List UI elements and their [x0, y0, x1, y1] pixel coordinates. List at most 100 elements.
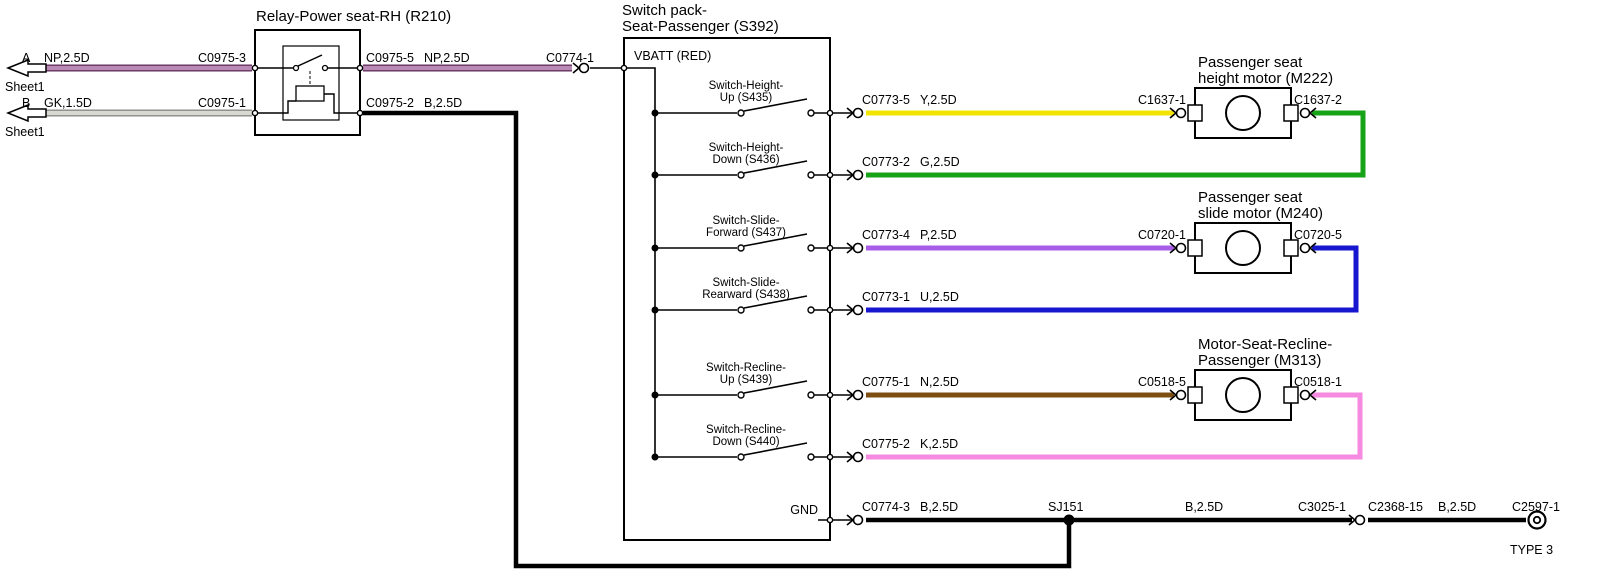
relay-lever: [297, 54, 323, 67]
switch-label-s436-2: Down (S436): [712, 154, 779, 166]
relay-terminal-c0975-2: [356, 109, 364, 117]
bus-dot-4: [651, 306, 659, 314]
offpage-a-sheet: Sheet1: [5, 80, 45, 94]
label-c0775-2: C0775-2: [862, 437, 910, 451]
bus-dot-6: [651, 453, 659, 461]
label-c2368-15: C2368-15: [1368, 500, 1423, 514]
switch-pack-title-2: Seat-Passenger (S392): [622, 18, 779, 35]
relay-coil: [295, 85, 325, 102]
label-p-wire: P,2.5D: [920, 228, 957, 242]
label-c1637-2: C1637-2: [1294, 93, 1342, 107]
gnd-label: GND: [790, 503, 818, 517]
wire-black-relay-to-sj151: [363, 110, 1072, 569]
box-terminal-vbatt: [620, 64, 628, 72]
relay-terminal-c0975-5: [356, 64, 364, 72]
switch-label-s437-1: Switch-Slide-: [712, 215, 779, 227]
motor-m313-title-1: Motor-Seat-Recline-: [1198, 336, 1332, 353]
offpage-b-sheet: Sheet1: [5, 125, 45, 139]
wire-green: [866, 110, 1366, 178]
label-c1637-1: C1637-1: [1138, 93, 1186, 107]
offpage-a-pin: A: [22, 51, 31, 65]
switch-label-s440-2: Down (S440): [712, 436, 779, 448]
box-terminal-row-5: [826, 391, 834, 399]
box-terminal-row-1: [826, 109, 834, 117]
motor-m313-symbol: [1187, 369, 1299, 421]
box-terminal-row-2: [826, 171, 834, 179]
label-c0518-5: C0518-5: [1138, 375, 1186, 389]
vbatt-label: VBATT (RED): [634, 49, 711, 63]
switch-label-s438-1: Switch-Slide-: [712, 277, 779, 289]
relay-terminal-c0975-3: [251, 64, 259, 72]
wire-blue: [866, 245, 1359, 313]
label-u-wire: U,2.5D: [920, 290, 959, 304]
relay-out-wire-bottom: B,2.5D: [424, 96, 462, 110]
relay-out-conn-top: C0975-5: [366, 51, 414, 65]
label-y-wire: Y,2.5D: [920, 93, 957, 107]
motor-m240-symbol: [1187, 222, 1299, 274]
label-n-wire: N,2.5D: [920, 375, 959, 389]
label-c2597-1: C2597-1: [1512, 500, 1560, 514]
relay-inner-box: [282, 45, 340, 121]
label-c0720-5: C0720-5: [1294, 228, 1342, 242]
label-c0773-1: C0773-1: [862, 290, 910, 304]
motor-m222-symbol: [1187, 87, 1299, 139]
switch-label-s436-1: Switch-Height-: [709, 142, 784, 154]
relay-contact-b: [321, 64, 329, 72]
bus-dot-2: [651, 171, 659, 179]
splice-sj151-dot: [1063, 514, 1075, 526]
relay-terminal-c0975-1: [251, 109, 259, 117]
switch-pack-box: [623, 37, 831, 541]
relay-coil-leads: [255, 93, 360, 114]
relay-out-wire-top: NP,2.5D: [424, 51, 470, 65]
switch-label-s437-2: Forward (S437): [706, 227, 786, 239]
motor-m222-title-2: height motor (M222): [1198, 70, 1333, 87]
switch-label-s438-2: Rearward (S438): [702, 289, 790, 301]
label-b-wire-3: B,2.5D: [1438, 500, 1476, 514]
label-c0775-1: C0775-1: [862, 375, 910, 389]
switch-label-s435-1: Switch-Height-: [709, 80, 784, 92]
box-terminal-row-4: [826, 306, 834, 314]
label-b-wire-1: B,2.5D: [920, 500, 958, 514]
bus-dot-1: [651, 109, 659, 117]
box-terminal-row-6: [826, 453, 834, 461]
switch-pack-title-1: Switch pack-: [622, 2, 707, 19]
label-c3025-1: C3025-1: [1298, 500, 1346, 514]
motor-m240-title-2: slide motor (M240): [1198, 205, 1323, 222]
offpage-a-wire: NP,2.5D: [44, 51, 90, 65]
wire-pink: [866, 392, 1363, 460]
box-terminal-row-3: [826, 244, 834, 252]
relay-title: Relay-Power seat-RH (R210): [256, 8, 451, 25]
bus-dot-5: [651, 391, 659, 399]
bus-dot-3: [651, 244, 659, 252]
relay-box: [254, 29, 361, 136]
switch-label-s439-2: Up (S439): [720, 374, 773, 386]
wire-vbatt-bus: [590, 67, 656, 457]
label-c0773-4: C0773-4: [862, 228, 910, 242]
label-sj151: SJ151: [1048, 500, 1083, 514]
label-k-wire: K,2.5D: [920, 437, 958, 451]
motor-m222-title-1: Passenger seat: [1198, 54, 1303, 71]
label-c0773-5: C0773-5: [862, 93, 910, 107]
vbatt-conn-label: C0774-1: [546, 51, 594, 65]
relay-out-conn-bottom: C0975-2: [366, 96, 414, 110]
relay-contact-a: [292, 64, 300, 72]
offpage-a-conn: C0975-3: [198, 51, 246, 65]
ring-terminal-c2597-1-inner: [1532, 515, 1542, 525]
motor-m240-title-1: Passenger seat: [1198, 189, 1303, 206]
offpage-b-conn: C0975-1: [198, 96, 246, 110]
box-terminal-gnd: [826, 516, 834, 524]
label-c0518-1: C0518-1: [1294, 375, 1342, 389]
label-c0774-3: C0774-3: [862, 500, 910, 514]
switch-label-s435-2: Up (S435): [720, 92, 773, 104]
label-b-wire-2: B,2.5D: [1185, 500, 1223, 514]
label-c0720-1: C0720-1: [1138, 228, 1186, 242]
label-type-3: TYPE 3: [1510, 543, 1553, 557]
switch-label-s440-1: Switch-Recline-: [706, 424, 786, 436]
label-c0773-2: C0773-2: [862, 155, 910, 169]
switch-label-s439-1: Switch-Recline-: [706, 362, 786, 374]
offpage-b-wire: GK,1.5D: [44, 96, 92, 110]
offpage-b-pin: B: [22, 96, 30, 110]
motor-m313-title-2: Passenger (M313): [1198, 352, 1321, 369]
